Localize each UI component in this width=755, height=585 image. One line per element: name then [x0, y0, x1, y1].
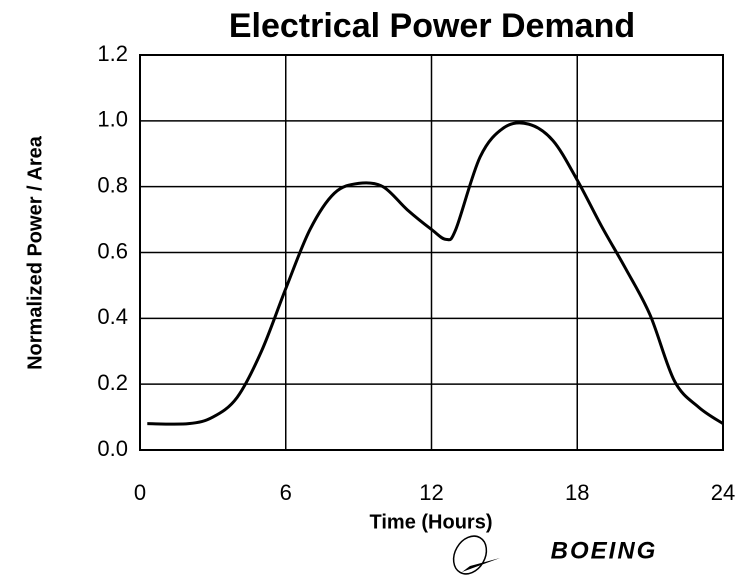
y-tick-label: 1.2: [97, 41, 128, 66]
chart-title: Electrical Power Demand: [229, 7, 635, 45]
y-tick-label: 0.0: [97, 436, 128, 461]
logo-swoosh: [462, 558, 500, 572]
y-tick-label: 0.6: [97, 238, 128, 263]
y-tick-label: 0.4: [97, 304, 128, 329]
x-tick-label: 12: [419, 480, 443, 505]
x-axis-label: Time (Hours): [370, 511, 493, 533]
line-series: [147, 121, 724, 426]
logo-emblem: [452, 535, 488, 575]
x-tick-label: 18: [565, 480, 589, 505]
x-tick-label: 0: [134, 480, 146, 505]
y-tick-label: 0.2: [97, 370, 128, 395]
plot-frame: [139, 54, 724, 451]
x-tick-label: 24: [711, 480, 735, 505]
y-tick-label: 1.0: [97, 107, 128, 132]
x-tick-label: 6: [280, 480, 292, 505]
y-tick-label: 0.8: [97, 172, 128, 197]
y-axis-label: Normalized Power / Area: [24, 135, 46, 370]
brand-logo: BOEING: [452, 535, 658, 575]
brand-text: BOEING: [551, 537, 658, 564]
